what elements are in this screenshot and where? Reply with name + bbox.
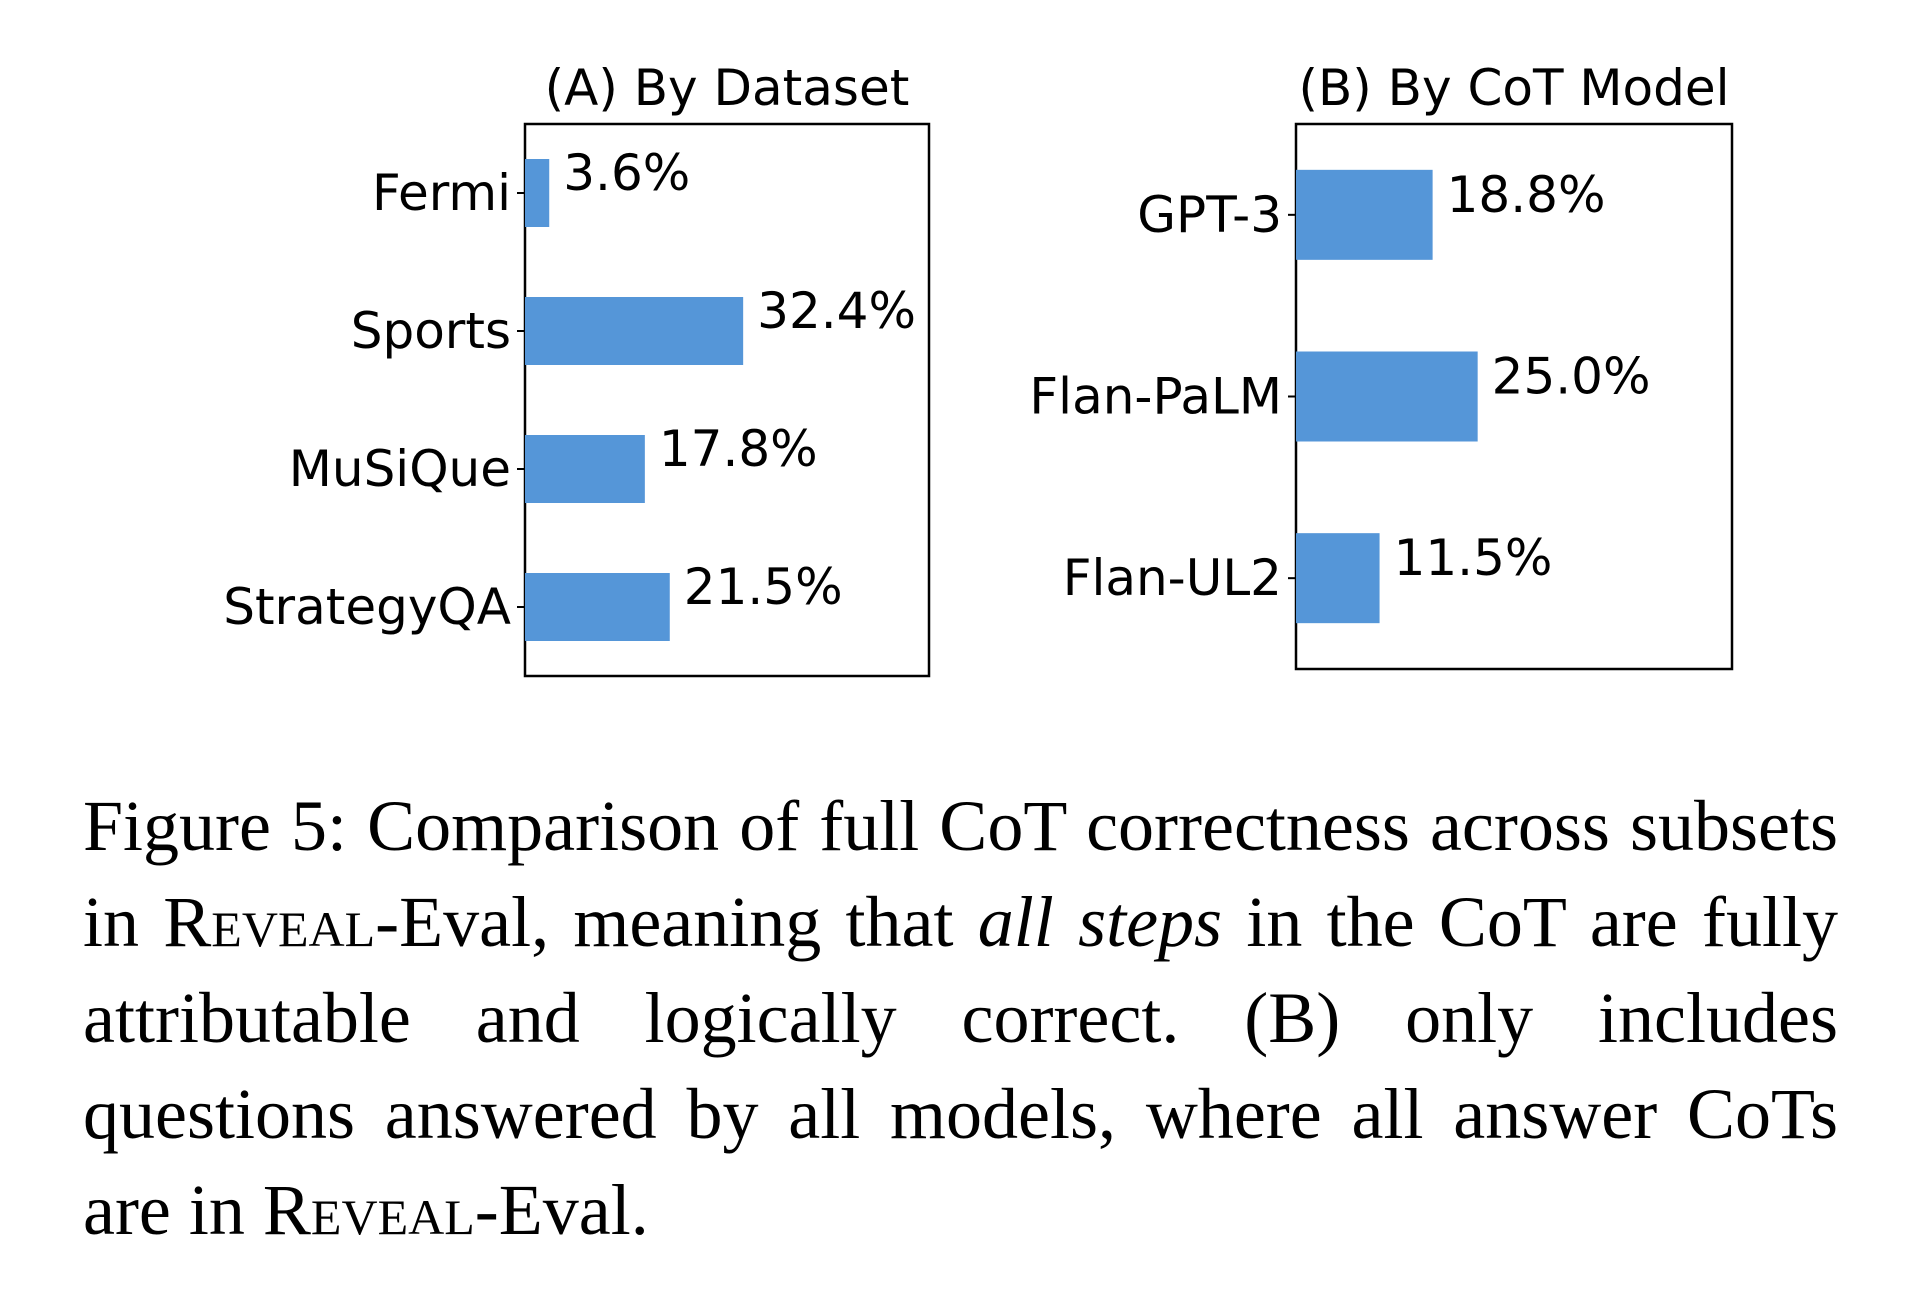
y-tick-label: Sports bbox=[351, 302, 511, 360]
caption-text-1: Figure 5: Comparison of full CoT correct… bbox=[83, 786, 1838, 962]
bar-sports bbox=[525, 297, 744, 365]
caption-reveal-1: Reveal bbox=[163, 882, 376, 962]
y-tick-label: Fermi bbox=[372, 164, 511, 222]
plot-frame bbox=[523, 122, 931, 678]
figure: (A) By Dataset Fermi 3.6% Sports 32.4% MuSiQu… bbox=[223, 59, 1734, 678]
caption-text-4: -Eval. bbox=[474, 1170, 649, 1250]
bar-flan-palm bbox=[1296, 351, 1478, 442]
panel-a-by-dataset: (A) By Dataset Fermi 3.6% Sports 32.4% MuSiQu… bbox=[223, 59, 931, 678]
y-tick-label: MuSiQue bbox=[289, 440, 511, 498]
y-tick-label: Flan-UL2 bbox=[1063, 549, 1282, 607]
chart-title: (A) By Dataset bbox=[545, 59, 910, 117]
y-tick-label: GPT-3 bbox=[1137, 186, 1282, 244]
bar-strategyqa bbox=[525, 573, 670, 641]
data-label: 18.8% bbox=[1447, 166, 1606, 224]
data-label: 25.0% bbox=[1492, 348, 1651, 406]
data-label: 21.5% bbox=[684, 558, 843, 616]
data-label: 17.8% bbox=[659, 420, 818, 478]
panel-b-by-cot-model: (B) By CoT Model GPT-3 18.8% Flan-PaLM 25.0%… bbox=[1029, 59, 1734, 671]
bar-musique bbox=[525, 435, 645, 503]
y-tick-label: Flan-PaLM bbox=[1029, 368, 1282, 426]
caption-reveal-2: Reveal bbox=[262, 1170, 475, 1250]
data-label: 3.6% bbox=[563, 144, 690, 202]
data-label: 32.4% bbox=[757, 282, 916, 340]
caption-text-3: in the CoT are fully attributable and lo… bbox=[83, 882, 1838, 1250]
caption-text-2: -Eval, meaning that bbox=[375, 882, 978, 962]
data-label: 11.5% bbox=[1394, 529, 1553, 587]
bar-gpt-3 bbox=[1296, 169, 1433, 260]
bar-fermi bbox=[525, 159, 550, 227]
figure-caption: Figure 5: Comparison of full CoT correct… bbox=[83, 778, 1838, 1258]
chart-title: (B) By CoT Model bbox=[1298, 59, 1729, 117]
bar-flan-ul2 bbox=[1296, 533, 1380, 624]
y-tick-label: StrategyQA bbox=[223, 578, 511, 636]
caption-italic: all steps bbox=[977, 882, 1223, 962]
